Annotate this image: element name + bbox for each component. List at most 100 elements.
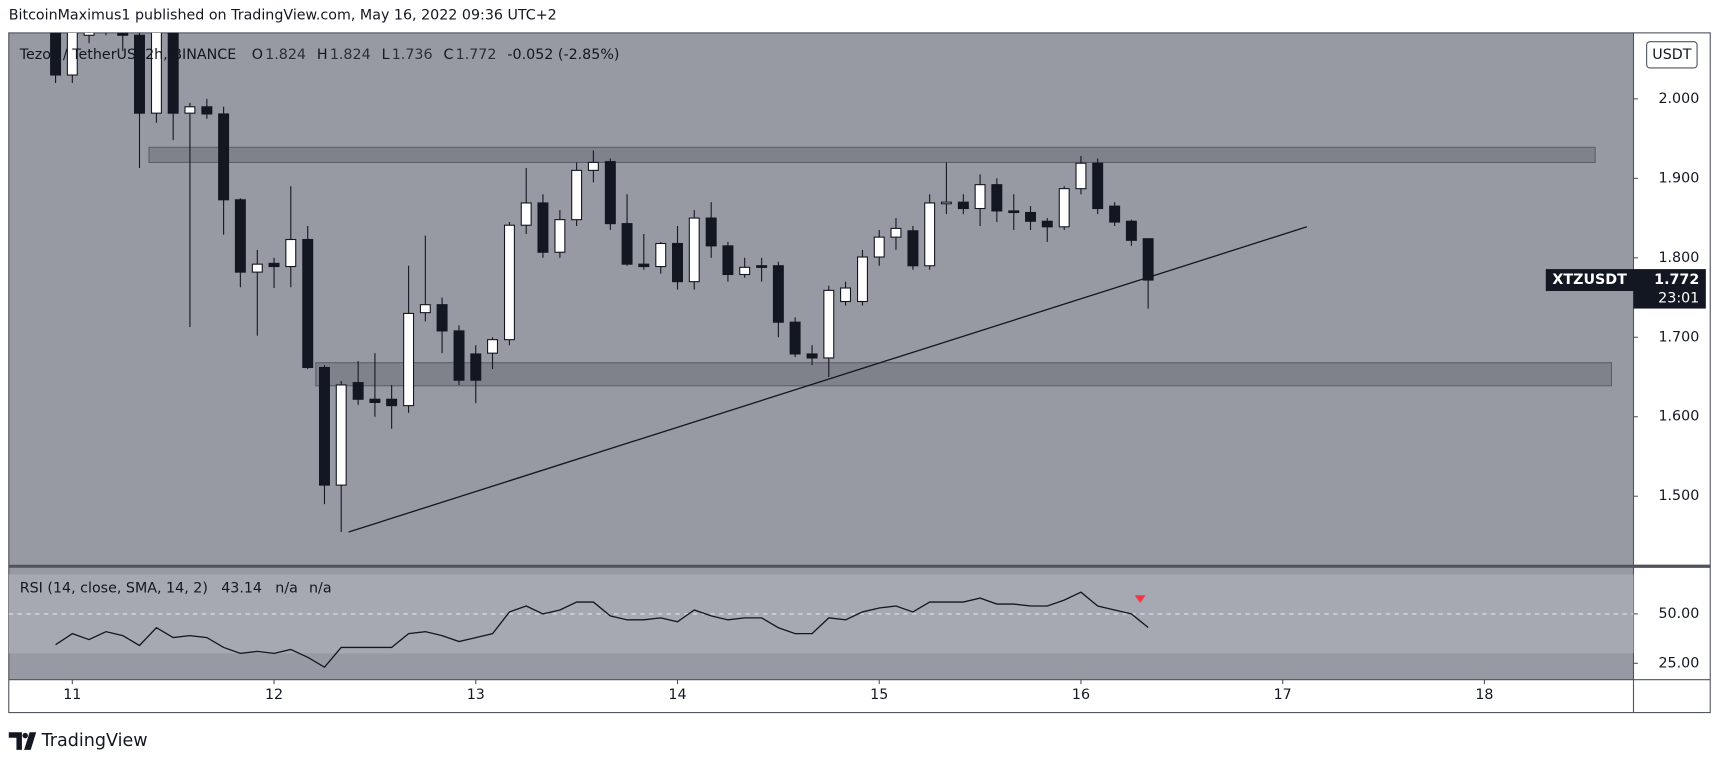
price-tag-symbol-box (1545, 269, 1634, 292)
rsi-y-tick-label: 50.00 (1658, 606, 1699, 622)
zone (315, 362, 1613, 387)
rsi-extra: n/a (275, 581, 298, 597)
y-tick-label: 1.600 (1658, 409, 1699, 425)
candle-body (167, 32, 179, 114)
candle-body (302, 238, 314, 369)
x-tick-label: 17 (1274, 687, 1292, 703)
candle-body (621, 223, 633, 265)
candle-body (1075, 162, 1087, 190)
candle-body (285, 238, 297, 268)
rsi-extra: n/a (309, 581, 332, 597)
legend-value: 1.772 (456, 47, 497, 63)
price-tag-box (1633, 269, 1706, 309)
price-tag-price: 1.772 (1654, 272, 1699, 288)
candle-body (873, 236, 885, 258)
candle-body (688, 217, 700, 283)
candle-body (318, 366, 330, 486)
y-tick-label: 2.000 (1658, 91, 1699, 107)
candle-body (50, 32, 62, 76)
candle-body (890, 227, 902, 238)
logo (8, 732, 37, 750)
legend-value: 1.736 (392, 47, 433, 63)
candle-body (251, 263, 263, 273)
candle-body (150, 32, 162, 114)
candle-body (369, 398, 381, 403)
candle-body (924, 202, 936, 267)
candle-body (470, 353, 482, 381)
x-tick-label: 11 (63, 687, 81, 703)
candle-body (1142, 238, 1154, 281)
price-tag-countdown: 23:01 (1658, 291, 1699, 307)
y-tick-label: 1.500 (1658, 488, 1699, 504)
candle-body (991, 184, 1003, 212)
legend-change: -0.052 (-2.85%) (507, 47, 619, 63)
x-tick-label: 13 (467, 687, 485, 703)
candle-body (840, 287, 852, 303)
candle-body (184, 106, 196, 114)
candle-body (806, 353, 818, 359)
candle-body (403, 312, 415, 407)
legend-symbol: Tezos / TetherUS, 2h, BINANCE (19, 47, 237, 63)
candle-body (1041, 220, 1053, 228)
overlay: 1.500 1.600 1.700 1.800 1.900 2.000 11 12 13 14 15… (63, 91, 1706, 703)
candle-body (419, 304, 431, 314)
candle-body (789, 321, 801, 355)
candle-body (83, 32, 95, 36)
zone (148, 146, 1596, 163)
candle-body (1058, 188, 1070, 228)
x-tick-label: 18 (1475, 687, 1493, 703)
candle-body (554, 219, 566, 253)
candle-body (1008, 210, 1020, 214)
candle-body (520, 202, 532, 226)
candle-body (974, 184, 986, 210)
candle-body (436, 304, 448, 332)
candle-body (117, 32, 129, 36)
candle-body (957, 201, 969, 210)
candle-body (386, 398, 398, 407)
candle-body (638, 263, 650, 268)
candle-body (672, 242, 683, 283)
footer-brand: TradingView (41, 731, 148, 751)
legend-label: H (317, 47, 328, 63)
y-tick-label: 1.800 (1658, 250, 1699, 266)
candle-body (1125, 220, 1137, 241)
candle-body (571, 169, 583, 221)
candle-body (739, 266, 751, 276)
currency-box (1646, 41, 1698, 69)
header: BitcoinMaximus1 published on TradingView… (9, 7, 557, 23)
x-tick-label: 12 (265, 687, 283, 703)
candle-body (604, 161, 616, 225)
candle-body (722, 245, 734, 276)
currency: USDT (1652, 47, 1691, 63)
candle-body (66, 32, 78, 76)
candle-body (823, 289, 835, 359)
legend-label: L (382, 47, 390, 63)
x-tick-label: 16 (1072, 687, 1090, 703)
signal-marker (1134, 595, 1146, 603)
frame (8, 32, 1711, 714)
legend-label: C (444, 47, 454, 63)
candle-body (335, 384, 347, 486)
candle-body (453, 330, 465, 381)
candle-body (857, 256, 868, 303)
candle-body (134, 34, 145, 114)
x-tick-label: 15 (870, 687, 888, 703)
candle-body (352, 382, 364, 400)
y-tick-label: 1.700 (1658, 329, 1699, 345)
candle-body (201, 106, 213, 115)
candle-body (907, 230, 919, 267)
legend-label: O (252, 47, 263, 63)
candle-body (1025, 211, 1037, 222)
rsi-y-tick-label: 25.00 (1658, 655, 1699, 671)
legend: Tezos / TetherUS, 2h, BINANCE O 1.824 H 1.8… (19, 47, 620, 63)
y-tick-label: 1.900 (1658, 170, 1699, 186)
price-tag-symbol: XTZUSDT (1552, 272, 1627, 288)
candle-body (1092, 162, 1104, 210)
candle-body (756, 265, 768, 268)
candle-body (655, 242, 667, 268)
candle-body (268, 262, 280, 268)
candle-body (587, 161, 599, 171)
rsi-label: RSI (14, close, SMA, 14, 2) (20, 581, 208, 597)
